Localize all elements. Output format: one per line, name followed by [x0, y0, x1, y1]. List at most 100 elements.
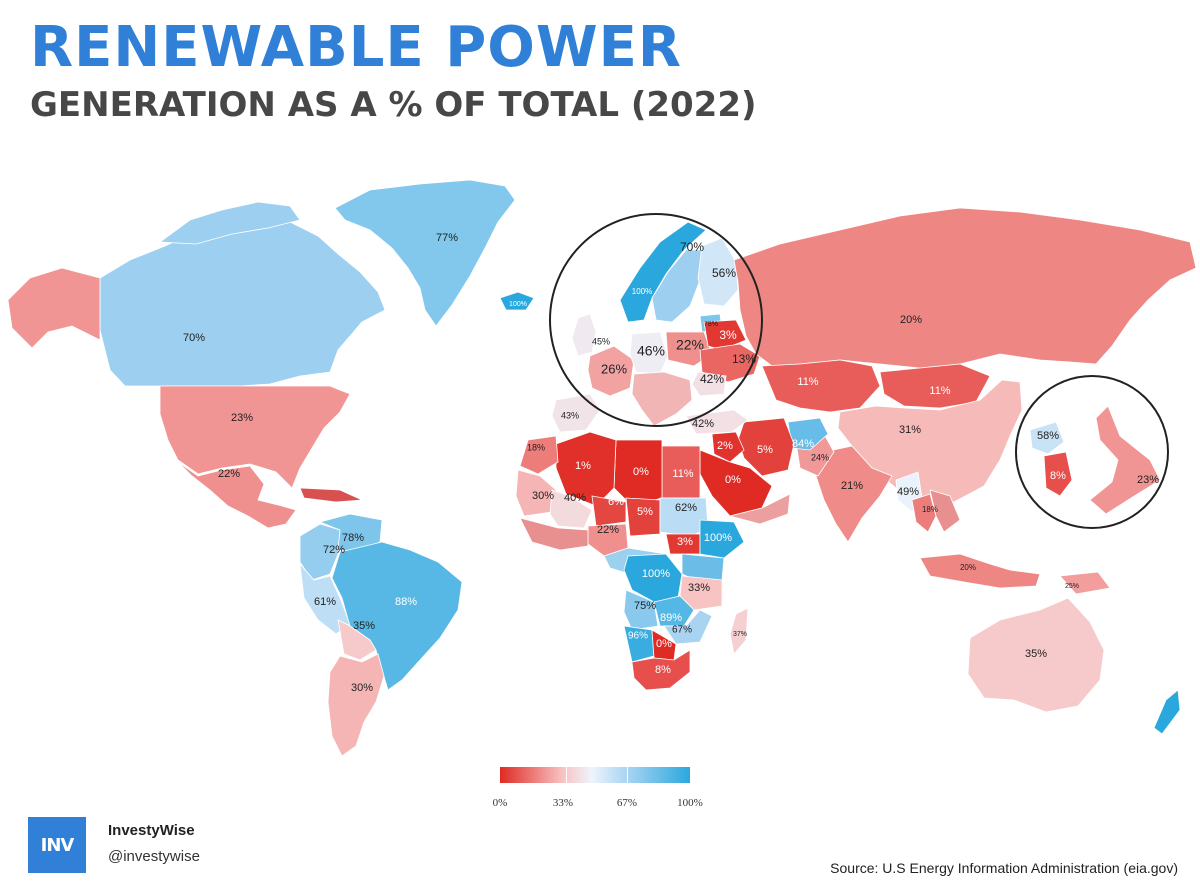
country-morocco[interactable]: [519, 435, 559, 475]
value-label-australia: 35%: [1025, 648, 1047, 660]
country-north-korea[interactable]: [1029, 421, 1065, 455]
country-romania[interactable]: [691, 371, 727, 397]
country-chad[interactable]: [625, 497, 661, 537]
value-label-finland: 56%: [712, 266, 736, 280]
canada-arctic-islands: [158, 201, 301, 245]
value-label-canada: 70%: [183, 332, 205, 344]
value-label-namibia: 96%: [628, 631, 648, 642]
value-label-bolivia: 35%: [353, 620, 375, 632]
value-label-greenland: 77%: [436, 232, 458, 244]
value-label-india: 21%: [841, 480, 863, 492]
country-angola[interactable]: [623, 589, 659, 631]
country-sudan[interactable]: [659, 497, 709, 537]
country-kazakhstan[interactable]: [761, 359, 881, 413]
value-label-zimbabwe: 67%: [672, 625, 692, 636]
country-brazil[interactable]: [331, 541, 463, 691]
value-label-romania: 42%: [700, 372, 724, 386]
country-ethiopia[interactable]: [699, 519, 745, 559]
value-label-nigeria: 22%: [597, 524, 619, 536]
value-label-botswana: 0%: [656, 638, 672, 650]
korea-highlight-circle: [1015, 375, 1169, 529]
country-united-kingdom[interactable]: [571, 313, 597, 357]
country-spain[interactable]: [551, 393, 601, 433]
country-russia[interactable]: [733, 207, 1197, 369]
value-label-madagascar: 37%: [733, 631, 747, 638]
country-thailand[interactable]: [911, 493, 937, 533]
country-canada[interactable]: [99, 213, 386, 387]
brand-handle[interactable]: @investywise: [108, 848, 200, 865]
map-subtitle: GENERATION AS A % OF TOTAL (2022): [30, 85, 757, 125]
value-label-colombia: 72%: [323, 544, 345, 556]
country-colombia[interactable]: [299, 523, 341, 581]
country-france[interactable]: [587, 345, 635, 397]
country-mali[interactable]: [549, 489, 593, 529]
value-label-norway: 100%: [632, 287, 652, 296]
value-label-morocco: 18%: [527, 442, 545, 452]
country-india[interactable]: [815, 445, 893, 543]
value-label-saudi-arabia: 0%: [725, 474, 741, 486]
source-credit: Source: U.S Energy Information Administr…: [830, 860, 1178, 876]
europe-highlight-circle: [549, 213, 763, 427]
region-vietnam-laos: [929, 489, 961, 533]
value-label-myanmar: 49%: [897, 486, 919, 498]
value-label-dr-congo: 100%: [642, 568, 670, 580]
country-mexico[interactable]: [177, 461, 297, 529]
country-iraq[interactable]: [711, 431, 745, 463]
world-map: 77% 70% 23% 22% 100% 20% 11% 11% 31% 21%…: [7, 179, 1197, 757]
country-iceland[interactable]: [499, 291, 535, 311]
value-label-iceland: 100%: [509, 301, 527, 308]
value-label-tanzania: 33%: [688, 582, 710, 594]
country-ukraine[interactable]: [699, 343, 761, 383]
country-italy-balkans: [631, 371, 693, 427]
value-label-belarus: 3%: [719, 328, 737, 342]
legend-label-33: 33%: [552, 797, 574, 809]
country-alaska[interactable]: [7, 267, 101, 349]
value-label-china: 31%: [899, 424, 921, 436]
country-australia[interactable]: [967, 597, 1105, 713]
value-label-zambia: 89%: [660, 612, 682, 624]
country-papua-new-guinea[interactable]: [1059, 571, 1111, 595]
country-indonesia[interactable]: [919, 553, 1041, 589]
legend-tick-33: [566, 767, 567, 783]
country-argentina[interactable]: [327, 653, 385, 757]
value-label-south-korea: 8%: [1050, 470, 1066, 482]
value-label-latvia: 78%: [704, 321, 718, 328]
value-label-angola: 75%: [634, 600, 656, 612]
country-new-zealand: [1153, 689, 1181, 735]
value-label-turkey: 42%: [692, 418, 714, 430]
country-south-africa[interactable]: [631, 649, 691, 691]
value-label-kazakhstan: 11%: [797, 376, 818, 388]
value-label-sudan: 62%: [675, 502, 697, 514]
value-label-argentina: 30%: [351, 682, 373, 694]
country-bolivia[interactable]: [337, 619, 377, 661]
region-caribbean: [299, 487, 363, 503]
value-label-north-korea: 58%: [1037, 430, 1059, 442]
country-united-states[interactable]: [159, 385, 351, 489]
value-label-niger: 6%: [608, 496, 624, 508]
legend-label-67: 67%: [616, 797, 638, 809]
country-finland[interactable]: [697, 237, 739, 307]
value-label-spain: 43%: [561, 410, 579, 420]
value-label-south-africa: 8%: [655, 664, 671, 676]
value-label-russia: 20%: [900, 314, 922, 326]
country-greenland[interactable]: [334, 179, 516, 327]
legend-color-scale: [500, 767, 690, 783]
value-label-ukraine: 13%: [732, 352, 756, 366]
brand-name: InvestyWise: [108, 822, 195, 839]
country-tanzania[interactable]: [679, 575, 723, 611]
region-arabian-south: [728, 493, 791, 525]
brand-logo[interactable]: INV: [28, 817, 86, 873]
legend-label-100: 100%: [677, 797, 703, 809]
country-niger[interactable]: [591, 495, 627, 527]
value-label-afghanistan: 84%: [792, 438, 814, 450]
value-label-mexico: 22%: [218, 468, 240, 480]
value-label-south-sudan: 3%: [677, 536, 693, 548]
country-zambia[interactable]: [653, 595, 695, 627]
country-madagascar[interactable]: [729, 607, 749, 655]
country-japan[interactable]: [1089, 405, 1161, 515]
country-south-korea[interactable]: [1043, 451, 1073, 497]
legend-label-0: 0%: [492, 797, 508, 809]
value-label-mauritania: 30%: [532, 490, 554, 502]
country-algeria[interactable]: [555, 431, 617, 507]
country-norway[interactable]: [619, 221, 707, 323]
